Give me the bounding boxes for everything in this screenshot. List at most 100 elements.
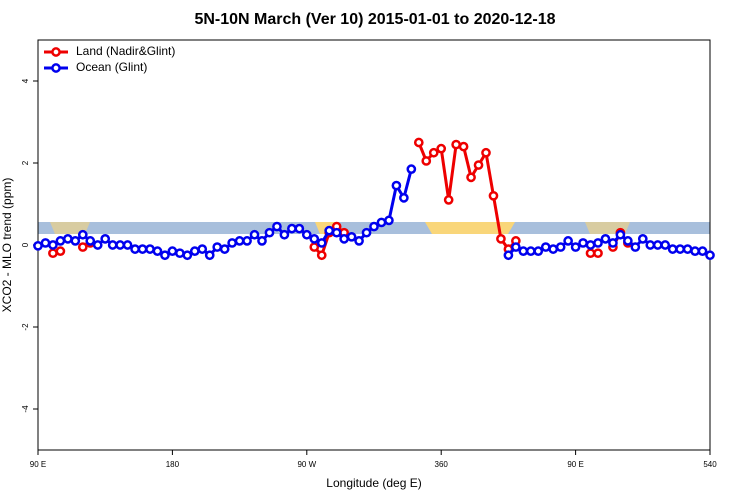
data-point xyxy=(585,240,596,250)
data-point xyxy=(152,246,163,256)
legend-marker xyxy=(51,63,61,73)
data-point xyxy=(593,248,603,259)
data-point xyxy=(242,236,252,246)
data-point xyxy=(257,236,267,246)
data-point xyxy=(697,246,708,256)
data-point xyxy=(623,236,633,246)
data-point xyxy=(518,246,529,256)
data-point xyxy=(667,244,678,254)
data-point xyxy=(175,248,185,259)
data-point xyxy=(608,238,618,248)
data-point xyxy=(600,234,611,244)
data-point xyxy=(384,215,394,226)
data-point xyxy=(555,242,566,252)
data-point xyxy=(458,141,469,152)
data-point xyxy=(660,240,671,250)
data-point xyxy=(122,240,133,250)
data-point xyxy=(55,246,66,256)
x-tick-label: 540 xyxy=(703,460,717,469)
legend-label: Land (Nadir&Glint) xyxy=(76,44,175,58)
data-point xyxy=(70,236,81,246)
data-point xyxy=(234,236,245,246)
data-point xyxy=(645,240,656,250)
data-point xyxy=(77,229,88,240)
data-point xyxy=(496,234,506,244)
data-point xyxy=(361,227,372,238)
data-point xyxy=(675,244,685,254)
y-tick-label: 4 xyxy=(21,78,30,83)
data-point xyxy=(570,242,581,252)
data-point xyxy=(511,242,521,252)
data-point xyxy=(55,236,66,246)
data-point xyxy=(316,238,327,248)
data-point xyxy=(399,193,409,203)
y-tick-label: 2 xyxy=(21,160,30,165)
data-point xyxy=(630,242,641,252)
data-point xyxy=(167,246,178,256)
data-point xyxy=(137,244,148,254)
data-point xyxy=(354,236,364,246)
data-point xyxy=(294,223,305,234)
data-point xyxy=(637,234,648,244)
y-tick-label: -2 xyxy=(21,323,30,331)
land-band xyxy=(425,222,515,234)
chart-title: 5N-10N March (Ver 10) 2015-01-01 to 2020… xyxy=(194,11,555,28)
data-point xyxy=(212,242,223,252)
legend-label: Ocean (Glint) xyxy=(76,60,147,74)
data-point xyxy=(204,250,215,261)
data-point xyxy=(316,250,327,261)
data-point xyxy=(682,244,693,254)
data-point xyxy=(249,229,260,240)
data-point xyxy=(451,139,461,150)
data-point xyxy=(33,240,43,251)
data-point xyxy=(413,137,424,148)
x-tick-label: 90 E xyxy=(30,460,46,469)
data-point xyxy=(77,242,88,252)
data-point xyxy=(272,221,282,232)
data-point xyxy=(130,244,140,254)
data-point xyxy=(466,172,476,183)
data-point xyxy=(287,223,297,234)
data-point xyxy=(533,246,544,256)
data-point xyxy=(488,190,499,201)
data-point xyxy=(309,234,320,244)
data-point xyxy=(339,234,349,244)
data-point xyxy=(264,227,275,238)
y-tick-label: 0 xyxy=(21,242,30,247)
data-point xyxy=(279,229,290,240)
data-point xyxy=(593,238,603,248)
data-point xyxy=(346,231,357,242)
data-point xyxy=(100,234,111,244)
data-point xyxy=(197,244,208,254)
data-point xyxy=(525,246,536,256)
data-point xyxy=(391,180,402,191)
data-point xyxy=(481,147,491,158)
data-point xyxy=(376,217,387,228)
x-tick-label: 90 E xyxy=(567,460,583,469)
data-point xyxy=(690,246,700,256)
data-point xyxy=(578,238,588,248)
data-point xyxy=(145,244,155,254)
y-axis-label: XCO2 - MLO trend (ppm) xyxy=(0,178,14,313)
data-point xyxy=(563,236,573,246)
data-point xyxy=(301,229,312,240)
data-point xyxy=(503,250,514,261)
data-point xyxy=(48,240,58,250)
data-point xyxy=(443,195,454,205)
data-point xyxy=(324,225,335,236)
legend-marker xyxy=(51,47,61,57)
data-point xyxy=(548,244,559,254)
data-point xyxy=(85,236,96,246)
data-point xyxy=(652,240,663,250)
data-point xyxy=(115,240,125,250)
data-point xyxy=(40,238,51,248)
data-point xyxy=(92,240,103,250)
data-point xyxy=(227,238,237,248)
data-point xyxy=(615,229,626,240)
data-point xyxy=(369,221,379,232)
data-point xyxy=(219,244,230,254)
data-point xyxy=(406,164,417,174)
data-point xyxy=(436,143,447,154)
y-tick-label: -4 xyxy=(21,405,30,413)
